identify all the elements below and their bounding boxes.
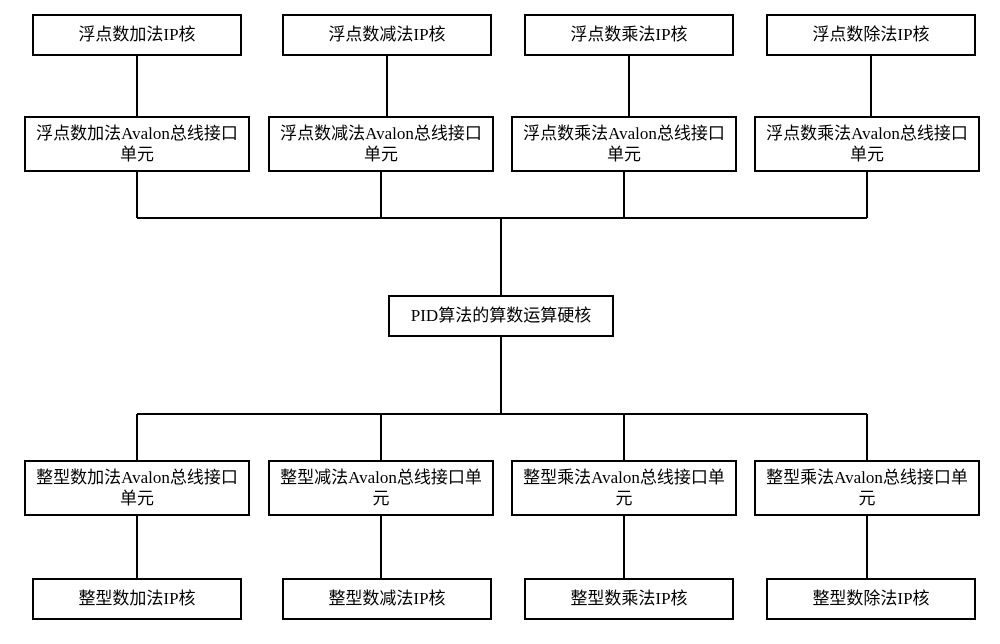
float-ip-3: 浮点数除法IP核 (766, 14, 976, 56)
float-ip-0: 浮点数加法IP核 (32, 14, 242, 56)
pid-core: PID算法的算数运算硬核 (388, 295, 614, 337)
int-ip-0: 整型数加法IP核 (32, 578, 242, 620)
int-ip-2: 整型数乘法IP核 (524, 578, 734, 620)
int-ip-3: 整型数除法IP核 (766, 578, 976, 620)
float-ip-1: 浮点数减法IP核 (282, 14, 492, 56)
pid-hardcore-diagram: 浮点数加法IP核浮点数减法IP核浮点数乘法IP核浮点数除法IP核浮点数加法Ava… (0, 0, 1000, 644)
float-bus-2: 浮点数乘法Avalon总线接口单元 (511, 116, 737, 172)
int-ip-1: 整型数减法IP核 (282, 578, 492, 620)
int-bus-1: 整型减法Avalon总线接口单元 (268, 460, 494, 516)
int-bus-0: 整型数加法Avalon总线接口单元 (24, 460, 250, 516)
float-bus-1: 浮点数减法Avalon总线接口单元 (268, 116, 494, 172)
float-bus-3: 浮点数乘法Avalon总线接口单元 (754, 116, 980, 172)
int-bus-2: 整型乘法Avalon总线接口单元 (511, 460, 737, 516)
float-bus-0: 浮点数加法Avalon总线接口单元 (24, 116, 250, 172)
float-ip-2: 浮点数乘法IP核 (524, 14, 734, 56)
int-bus-3: 整型乘法Avalon总线接口单元 (754, 460, 980, 516)
